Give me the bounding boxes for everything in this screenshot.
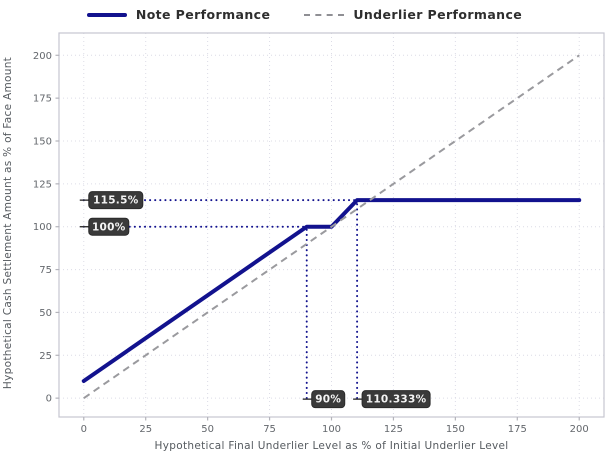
y-tick-label: 50 (39, 308, 52, 319)
chart-legend: Note Performance Underlier Performance (0, 7, 609, 22)
legend-item-note: Note Performance (86, 7, 271, 22)
y-tick-label: 175 (33, 94, 52, 105)
underlier-line-swatch (304, 13, 345, 16)
x-axis-title: Hypothetical Final Underlier Level as % … (154, 440, 509, 452)
annotation-labels: 115.5% 100% 90% 110.333% (79, 191, 431, 409)
x-tick-label: 125 (384, 424, 403, 435)
legend-label-note: Note Performance (135, 7, 271, 22)
x-tick-label: 100 (322, 424, 341, 435)
x-tick-label: 50 (201, 424, 214, 435)
y-axis-title: Hypothetical Cash Settlement Amount as %… (2, 56, 14, 390)
x-tick-label: 0 (81, 424, 87, 435)
underlier-performance-line (83, 54, 580, 399)
y-tick-label: 0 (46, 394, 52, 405)
legend-item-underlier: Underlier Performance (304, 7, 522, 22)
y-tick-label: 200 (33, 51, 52, 62)
x-tick-label: 200 (570, 424, 589, 435)
x-tick-label: 175 (508, 424, 527, 435)
y-tick-label: 25 (39, 351, 52, 362)
note-line-swatch (86, 12, 127, 17)
y-tick-label: 125 (33, 179, 52, 190)
y-tick-label: 75 (39, 265, 52, 276)
x-tick-label: 75 (263, 424, 276, 435)
legend-label-underlier: Underlier Performance (353, 7, 523, 22)
x-tick-label: 25 (139, 424, 152, 435)
annotation-text: 110.333% (366, 394, 427, 406)
axis-ticks: 0 25 50 75 100 125 150 175 200 0 25 50 75 100 125 150 17… (33, 51, 589, 435)
annotation-text: 90% (315, 394, 341, 406)
y-tick-label: 150 (33, 137, 52, 148)
annotation-text: 100% (92, 221, 126, 233)
annotation-text: 115.5% (93, 195, 139, 207)
x-tick-label: 150 (446, 424, 465, 435)
y-tick-label: 100 (33, 222, 52, 233)
